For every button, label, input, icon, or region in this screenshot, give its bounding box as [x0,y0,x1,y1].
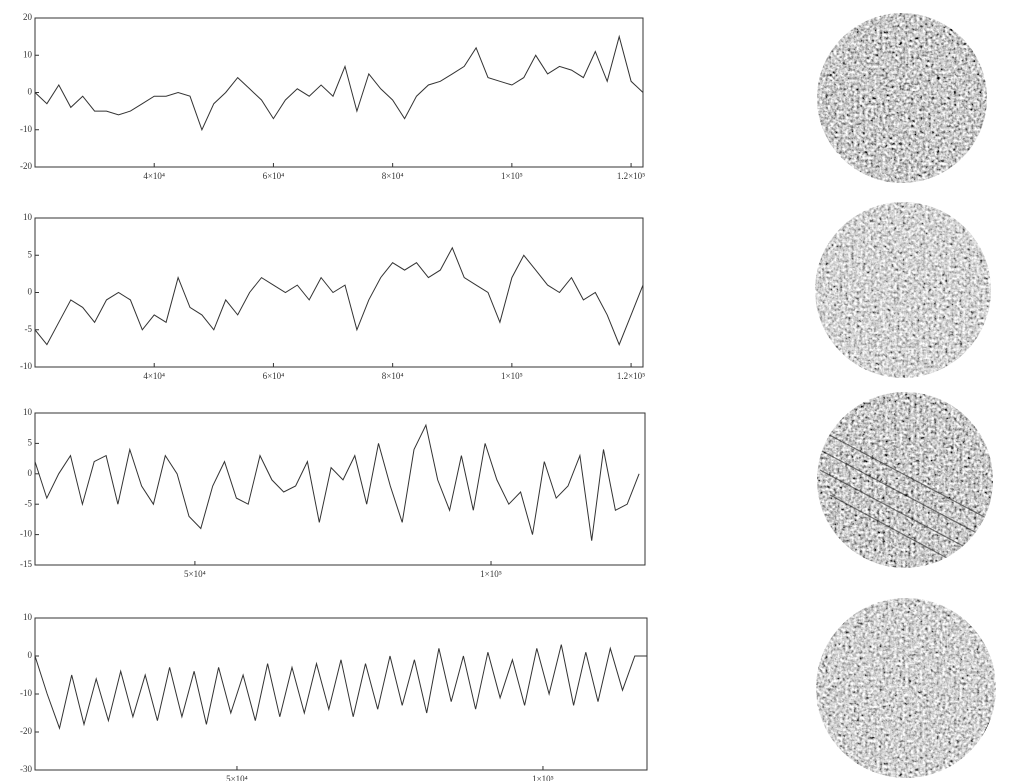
y-tick-label: 5 [28,249,33,259]
y-tick-label: 5 [28,437,33,447]
y-tick-label: -10 [20,361,32,371]
x-tick-label: 1×10⁵ [501,371,523,381]
surface-image [816,598,996,778]
y-tick-label: 10 [23,212,33,222]
y-tick-label: -10 [20,124,32,134]
x-tick-label: 8×10⁴ [382,171,404,181]
y-tick-label: -15 [20,559,32,569]
surface-image [817,13,987,183]
y-tick-label: 0 [28,650,33,660]
x-tick-label: 8×10⁴ [382,371,404,381]
surface-image [815,202,991,378]
y-tick-label: 0 [28,87,33,97]
y-tick-label: 10 [23,49,33,59]
y-tick-label: 20 [23,12,33,22]
y-tick-label: -10 [20,688,32,698]
data-line [34,644,647,730]
y-tick-label: 0 [28,468,33,478]
y-tick-label: 10 [23,407,33,417]
data-line [34,34,644,132]
x-tick-label: 6×10⁴ [263,371,285,381]
y-tick-label: -5 [25,498,33,508]
y-tick-label: -20 [20,726,32,736]
plot-frame [34,412,646,566]
data-line [34,423,640,541]
y-tick-label: -20 [20,161,32,171]
x-tick-label: 4×10⁴ [143,171,165,181]
x-tick-label: 1×10⁵ [480,569,502,579]
data-line [34,246,644,346]
y-tick-label: -5 [25,324,33,334]
plot-frame [34,17,644,168]
plot-frame [34,217,644,368]
x-tick-label: 6×10⁴ [263,171,285,181]
x-tick-label: 1.2×10⁵ [617,171,645,181]
x-tick-label: 1.2×10⁵ [617,371,645,381]
surface-image [817,392,993,568]
y-tick-label: -30 [20,764,32,774]
x-tick-label: 1×10⁵ [532,774,554,781]
x-tick-label: 5×10⁴ [226,774,248,781]
x-tick-label: 1×10⁵ [501,171,523,181]
x-tick-label: 4×10⁴ [143,371,165,381]
x-tick-label: 5×10⁴ [184,569,206,579]
y-tick-label: 10 [23,612,33,622]
y-tick-label: -10 [20,529,32,539]
y-tick-label: 0 [28,287,33,297]
